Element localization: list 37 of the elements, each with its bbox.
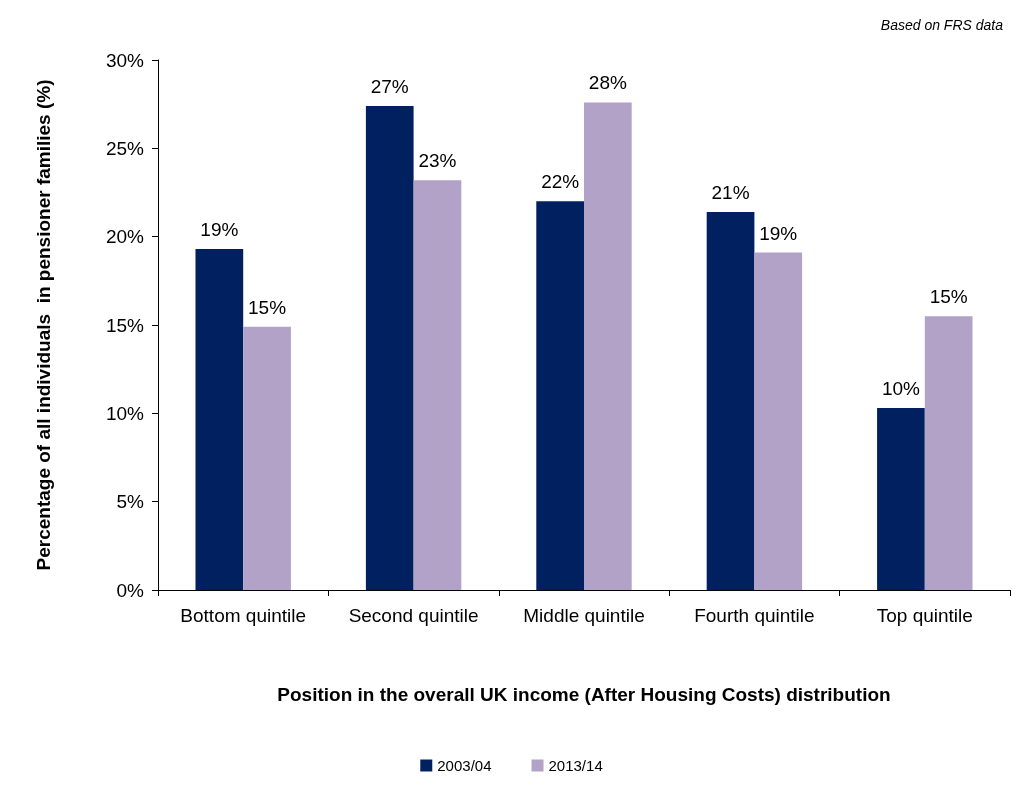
data-label: 27% [370,75,409,97]
bar [924,316,973,590]
data-label: 15% [248,296,287,318]
data-label: 15% [929,286,968,308]
legend-label: 2013/14 [548,757,603,774]
x-tick-label: Middle quintile [523,605,645,626]
y-tick-label: 25% [105,137,145,159]
bar [413,180,462,590]
bar [536,201,584,590]
y-tick-label: 0% [116,579,145,601]
y-tick-label: 20% [105,226,145,248]
x-tick-label: Top quintile [876,605,973,626]
x-axis-title: Position in the overall UK income (After Housing Costs) distribution [277,684,891,705]
bar [706,211,755,590]
data-label: 10% [881,378,921,400]
x-tick-label: Bottom quintile [180,605,307,626]
bar [195,249,244,590]
data-label: 19% [759,222,798,244]
data-label: 21% [711,181,750,203]
text: Based on FRS data [880,17,1004,33]
y-axis-title: Percentage of all individuals in pensioner families (%) [33,79,54,571]
y-tick-label: 30% [105,49,145,71]
y-tick-label: 10% [105,402,145,424]
bar [243,326,291,590]
data-label: 22% [541,171,580,193]
bar [877,408,925,590]
data-label: 23% [418,150,457,172]
x-tick-label: Second quintile [348,605,479,626]
bar [584,102,632,590]
bar [365,105,414,590]
data-label: 28% [588,72,627,94]
bar [754,252,803,590]
x-tick-label: Fourth quintile [694,605,815,626]
y-tick-label: 15% [105,314,145,336]
legend-label: 2003/04 [437,757,492,774]
y-tick-label: 5% [116,491,145,513]
data-label: 19% [200,219,239,241]
